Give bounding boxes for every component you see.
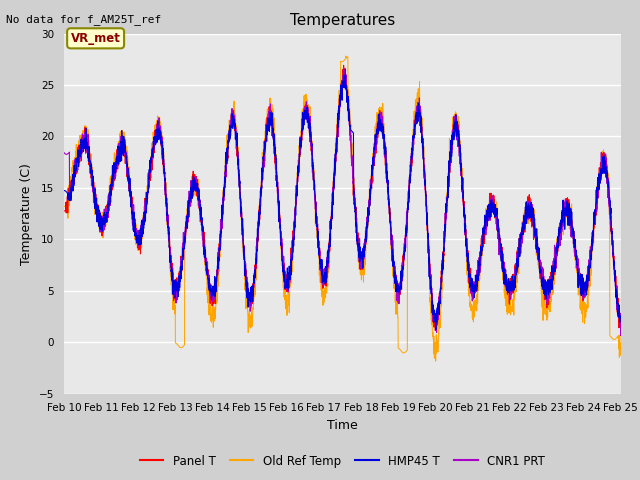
Legend: Panel T, Old Ref Temp, HMP45 T, CNR1 PRT: Panel T, Old Ref Temp, HMP45 T, CNR1 PRT: [135, 450, 550, 472]
HMP45 T: [432, 327, 440, 333]
Old Ref Temp: [124, 158, 131, 164]
Panel T: [298, 135, 305, 141]
Old Ref Temp: [547, 309, 554, 314]
HMP45 T: [274, 183, 282, 189]
Old Ref Temp: [298, 121, 305, 127]
Old Ref Temp: [606, 333, 614, 339]
HMP45 T: [60, 188, 68, 193]
Old Ref Temp: [432, 358, 440, 364]
Panel T: [617, 314, 625, 320]
Panel T: [606, 212, 614, 218]
Text: No data for f_AM25T_ref: No data for f_AM25T_ref: [6, 14, 162, 25]
HMP45 T: [342, 67, 349, 72]
Old Ref Temp: [60, 203, 68, 209]
Line: HMP45 T: HMP45 T: [64, 70, 621, 330]
Panel T: [340, 62, 348, 68]
HMP45 T: [547, 277, 554, 283]
Line: CNR1 PRT: CNR1 PRT: [64, 69, 621, 336]
Panel T: [124, 169, 131, 175]
CNR1 PRT: [157, 123, 164, 129]
Panel T: [547, 277, 554, 283]
CNR1 PRT: [341, 66, 349, 72]
Line: Old Ref Temp: Old Ref Temp: [64, 56, 621, 361]
CNR1 PRT: [274, 190, 282, 196]
Panel T: [431, 328, 439, 334]
CNR1 PRT: [606, 207, 614, 213]
Y-axis label: Temperature (C): Temperature (C): [20, 163, 33, 264]
Old Ref Temp: [617, 343, 625, 348]
CNR1 PRT: [617, 333, 625, 338]
HMP45 T: [124, 176, 131, 181]
Panel T: [274, 191, 282, 196]
Panel T: [60, 208, 68, 214]
Old Ref Temp: [342, 53, 350, 59]
HMP45 T: [617, 313, 625, 319]
CNR1 PRT: [298, 133, 305, 139]
Title: Temperatures: Temperatures: [290, 13, 395, 28]
X-axis label: Time: Time: [327, 419, 358, 432]
HMP45 T: [298, 126, 305, 132]
Old Ref Temp: [157, 123, 164, 129]
CNR1 PRT: [617, 324, 625, 330]
Line: Panel T: Panel T: [64, 65, 621, 331]
Panel T: [157, 132, 164, 137]
CNR1 PRT: [546, 283, 554, 288]
CNR1 PRT: [60, 150, 68, 156]
HMP45 T: [606, 198, 614, 204]
Old Ref Temp: [274, 180, 282, 186]
Text: VR_met: VR_met: [70, 32, 120, 45]
CNR1 PRT: [124, 170, 131, 176]
HMP45 T: [157, 138, 164, 144]
